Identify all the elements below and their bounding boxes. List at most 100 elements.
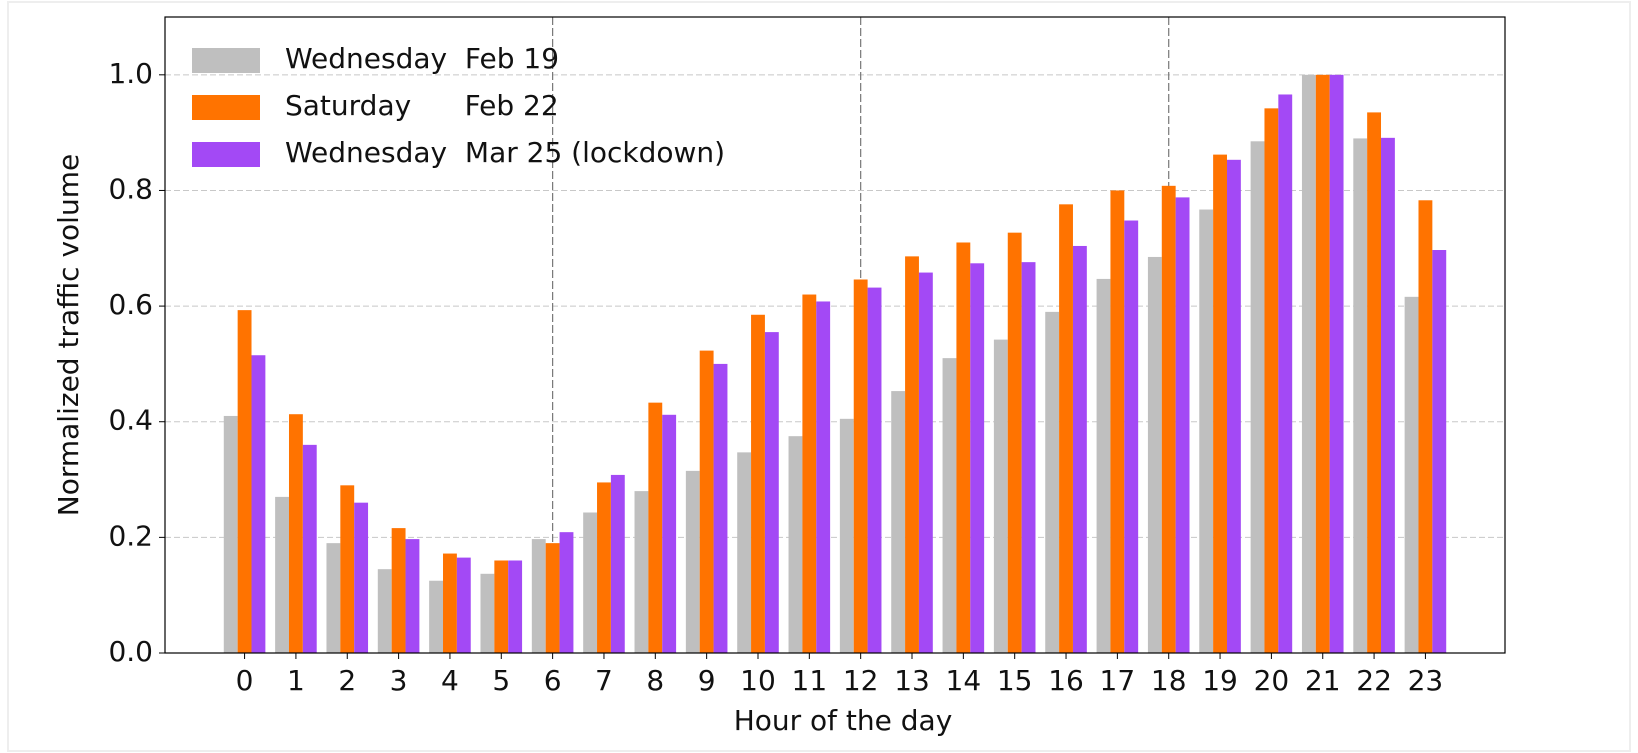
bar: [788, 436, 803, 653]
bar: [699, 350, 714, 653]
bar: [1432, 250, 1447, 654]
y-tick-label: 0.4: [108, 404, 153, 437]
frame: [7, 1, 1631, 752]
bar: [891, 391, 906, 653]
plot-border: [164, 16, 1506, 654]
bar: [648, 402, 663, 653]
x-tick-label: 11: [792, 664, 828, 697]
bar: [1329, 74, 1344, 654]
bar: [1353, 138, 1368, 653]
bar: [559, 532, 574, 653]
bar: [956, 242, 971, 653]
bar: [1278, 94, 1293, 653]
legend-swatch: [192, 48, 260, 73]
x-tick-label: 22: [1356, 664, 1392, 697]
bar: [531, 539, 546, 653]
bar: [429, 580, 444, 653]
bar: [685, 470, 700, 653]
x-tick-label: 21: [1305, 664, 1341, 697]
x-tick-label: 19: [1202, 664, 1238, 697]
x-tick-label: 15: [997, 664, 1033, 697]
bar: [1175, 197, 1190, 653]
bar: [480, 573, 495, 653]
bar: [508, 560, 523, 653]
bar: [377, 569, 392, 653]
bar: [713, 363, 728, 653]
bar: [237, 310, 252, 653]
bar: [391, 528, 406, 653]
bar: [918, 272, 933, 653]
bar: [494, 560, 509, 653]
x-tick-label: 20: [1254, 664, 1290, 697]
bar: [853, 279, 868, 653]
x-tick-label: 4: [441, 664, 459, 697]
bar: [1418, 200, 1433, 653]
bar: [223, 415, 238, 653]
bar: [1021, 262, 1036, 653]
bar: [1381, 137, 1395, 654]
x-tick-label: 9: [698, 664, 716, 697]
x-tick-label: 8: [646, 664, 664, 697]
bar: [1110, 190, 1125, 654]
bar: [1226, 159, 1241, 653]
x-tick-label: 7: [595, 664, 613, 697]
bar: [597, 482, 611, 653]
bar: [1367, 112, 1382, 653]
bar: [1199, 209, 1214, 653]
bar: [816, 301, 831, 653]
legend-swatch: [192, 142, 260, 167]
bar: [1404, 296, 1419, 653]
bar: [737, 452, 752, 653]
bar: [1147, 256, 1162, 653]
x-tick-label: 18: [1151, 664, 1187, 697]
bar: [340, 485, 355, 653]
bar: [993, 339, 1008, 653]
x-tick-label: 2: [338, 664, 356, 697]
bar: [1045, 311, 1060, 653]
x-axis-label: Hour of the day: [734, 704, 953, 737]
bar: [942, 358, 957, 653]
bar: [905, 256, 919, 653]
bar: [443, 553, 457, 653]
x-tick-label: 23: [1408, 664, 1444, 697]
y-tick-label: 0.0: [108, 635, 153, 668]
bar: [1007, 232, 1022, 654]
bar: [662, 414, 677, 653]
bar: [1315, 74, 1330, 654]
x-tick-label: 3: [390, 664, 408, 697]
bar: [326, 543, 341, 653]
y-tick-label: 0.6: [108, 288, 153, 321]
bar: [288, 414, 303, 653]
y-axis-label: Normalized traffic volume: [52, 154, 85, 516]
y-tick-label: 1.0: [108, 57, 153, 90]
x-tick-label: 12: [843, 664, 879, 697]
bar: [802, 294, 817, 653]
x-tick-label: 0: [236, 664, 254, 697]
x-tick-label: 17: [1100, 664, 1136, 697]
bar: [583, 512, 598, 653]
bar: [1124, 220, 1139, 653]
bar: [275, 496, 289, 653]
bar: [970, 263, 985, 653]
bar: [251, 355, 266, 653]
x-tick-label: 16: [1048, 664, 1084, 697]
x-tick-label: 6: [544, 664, 562, 697]
x-tick-label: 14: [946, 664, 982, 697]
bar: [302, 444, 317, 653]
legend-label: Wednesday Feb 19: [285, 42, 559, 75]
legend-label: Saturday Feb 22: [285, 89, 559, 122]
bar: [867, 287, 882, 653]
bar: [1072, 245, 1087, 653]
bar: [839, 418, 854, 653]
bar: [545, 543, 560, 653]
x-tick-label: 13: [894, 664, 930, 697]
bar: [1213, 154, 1227, 653]
bar: [634, 491, 649, 653]
y-tick-label: 0.2: [108, 519, 153, 552]
bar: [405, 539, 420, 653]
legend-swatch: [192, 95, 260, 120]
bar: [354, 502, 369, 653]
x-tick-label: 10: [740, 664, 776, 697]
bar: [751, 314, 765, 653]
